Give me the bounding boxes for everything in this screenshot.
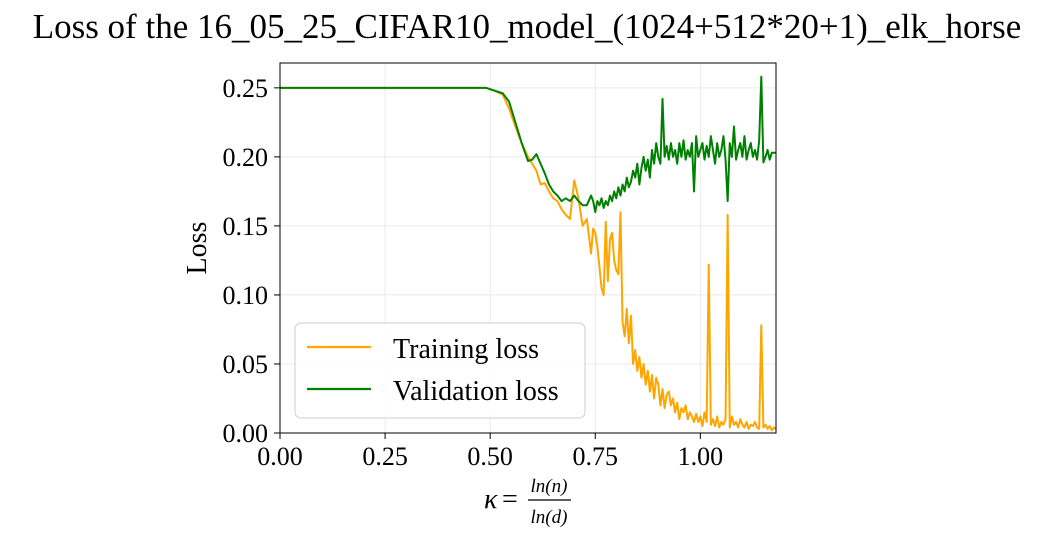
y-axis-label: Loss — [182, 222, 213, 275]
y-tick-label: 0.10 — [223, 281, 269, 310]
y-tick-label: 0.20 — [223, 143, 269, 172]
x-label-equals: = — [502, 484, 518, 515]
x-label-denominator: ln(d) — [531, 507, 568, 528]
x-tick-label: 0.25 — [362, 442, 408, 471]
validation-loss-line — [280, 75, 776, 214]
y-tick-label: 0.25 — [223, 74, 269, 103]
x-tick-label: 0.75 — [573, 442, 619, 471]
plot-frame — [279, 62, 777, 434]
ticks: 0.00 0.25 0.50 0.75 1.00 0.00 0.05 0.10 0.15 0.20… — [223, 74, 724, 471]
legend-label-validation: Validation loss — [393, 376, 559, 407]
legend: Training loss Validation loss — [294, 322, 586, 419]
series-lines — [280, 75, 776, 432]
y-tick-label: 0.15 — [223, 212, 269, 241]
y-tick-label: 0.05 — [223, 350, 269, 379]
x-label-numerator: ln(n) — [531, 476, 568, 497]
training-loss-line — [280, 86, 776, 432]
x-tick-label: 0.50 — [467, 442, 513, 471]
x-tick-label: 0.00 — [257, 442, 303, 471]
y-tick-label: 0.00 — [223, 419, 269, 448]
chart-title: Loss of the 16_05_25_CIFAR10_model_(1024… — [33, 7, 1022, 46]
x-label-kappa: κ — [484, 484, 498, 515]
legend-label-training: Training loss — [393, 334, 539, 365]
x-axis-label: κ = ln(n) ln(d) — [484, 476, 571, 528]
x-tick-label: 1.00 — [678, 442, 724, 471]
